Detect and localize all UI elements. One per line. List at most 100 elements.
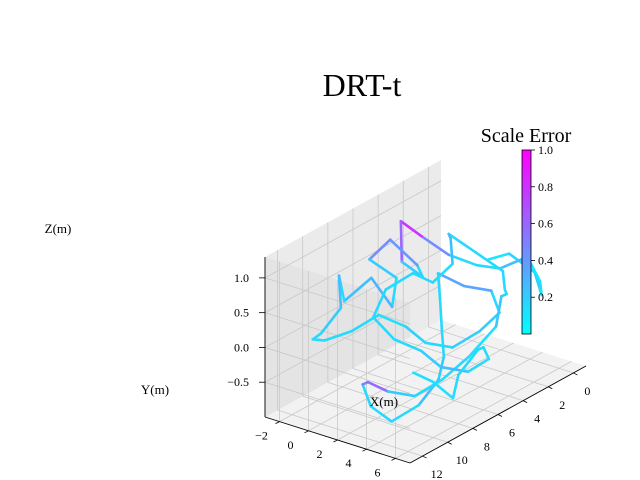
trajectory-segment bbox=[457, 348, 480, 377]
trajectory-segment bbox=[482, 345, 491, 361]
trajectory-segment bbox=[369, 405, 393, 423]
trajectory-segment bbox=[420, 234, 451, 257]
x-tick-mark bbox=[472, 427, 478, 431]
colorbar bbox=[521, 149, 532, 335]
trajectory-segment bbox=[501, 269, 507, 291]
colorbar-tick-label: 0.2 bbox=[538, 290, 553, 304]
trajectory-segment bbox=[415, 263, 424, 279]
trajectory-segment bbox=[413, 378, 444, 398]
trajectory-segment bbox=[424, 341, 454, 349]
trajectory-segment bbox=[342, 276, 373, 303]
x-axis-label: X(m) bbox=[370, 394, 398, 409]
trajectory-segment bbox=[538, 280, 543, 297]
trajectory-segment bbox=[371, 315, 396, 341]
trajectory-segment bbox=[412, 371, 435, 384]
grid-line bbox=[395, 361, 572, 459]
grid-line bbox=[264, 215, 442, 314]
y-tick-label: −2 bbox=[255, 429, 268, 443]
grid-line bbox=[264, 381, 411, 429]
x-tick-label: 4 bbox=[534, 412, 540, 426]
trajectory-segment bbox=[478, 311, 501, 333]
x-tick-label: 2 bbox=[559, 398, 565, 412]
grid-lines bbox=[264, 166, 574, 459]
trajectory-segment bbox=[390, 403, 421, 423]
z-tick-label: 1.0 bbox=[234, 271, 249, 285]
x-tick-mark bbox=[522, 400, 528, 404]
trajectory-segment bbox=[399, 219, 423, 238]
x-tick-mark bbox=[422, 455, 427, 459]
trajectory-segment bbox=[319, 306, 343, 335]
trajectory-segment bbox=[447, 253, 479, 267]
trajectory-segment bbox=[438, 297, 444, 333]
grid-line bbox=[264, 250, 442, 348]
trajectory-segment bbox=[323, 329, 353, 342]
x-tick-label: 10 bbox=[456, 453, 468, 467]
x-tick-label: 0 bbox=[584, 384, 590, 398]
x-tick-mark bbox=[548, 386, 553, 390]
trajectory-segment bbox=[447, 232, 478, 254]
x-tick-label: 6 bbox=[509, 426, 515, 440]
trajectory-segment bbox=[449, 237, 454, 266]
trajectory-segment bbox=[494, 295, 503, 328]
y-tick-label: 6 bbox=[375, 465, 381, 479]
y-tick-mark bbox=[362, 448, 367, 452]
trajectory-segment bbox=[377, 313, 407, 328]
y-tick-mark bbox=[275, 421, 280, 424]
trajectory-segment bbox=[400, 260, 424, 279]
y-axis-label: Y(m) bbox=[141, 382, 169, 397]
colorbar-tick-label: 0.8 bbox=[538, 180, 553, 194]
trajectory-segment bbox=[368, 238, 392, 261]
grid-line bbox=[264, 284, 442, 383]
trajectory-segment bbox=[337, 274, 343, 310]
x-tick-label: 8 bbox=[484, 439, 490, 453]
trajectory-segment bbox=[368, 258, 398, 280]
x-tick-mark bbox=[573, 372, 578, 376]
trajectory-segment bbox=[392, 337, 423, 353]
colorbar-ticks: 1.0 0.8 0.6 0.4 0.2 bbox=[531, 143, 553, 304]
y-tick-mark bbox=[333, 439, 338, 443]
trajectory-segment bbox=[466, 357, 491, 374]
colorbar-tick-label: 1.0 bbox=[538, 143, 553, 157]
y-tick-label: 0 bbox=[288, 438, 294, 452]
x-tick-mark bbox=[497, 414, 503, 417]
trajectory-segment bbox=[366, 380, 390, 393]
z-tick-label: 0.5 bbox=[234, 306, 249, 320]
trajectory-segment bbox=[487, 252, 511, 261]
z-tick-label: 0.0 bbox=[234, 340, 249, 354]
trajectory-segment bbox=[439, 365, 470, 374]
grid-line bbox=[264, 347, 411, 394]
trajectory-segment bbox=[440, 355, 471, 382]
trajectory-segment bbox=[311, 337, 326, 342]
trajectory-segment bbox=[451, 373, 460, 400]
trajectory-segment bbox=[467, 325, 498, 358]
trajectory-segment bbox=[386, 390, 417, 398]
trajectory-segment bbox=[361, 383, 373, 408]
trajectory-segment bbox=[371, 288, 388, 319]
trajectory-segment bbox=[436, 271, 466, 288]
trajectory-segment bbox=[431, 380, 455, 400]
tick-labels: 0 2 4 6 8 10 12 −2 0 2 4 6 1.0 0.5 0.0 −0.5 bbox=[227, 271, 590, 480]
grid-line bbox=[264, 180, 442, 279]
y-tick-label: 4 bbox=[346, 456, 352, 470]
trajectory-segment bbox=[451, 329, 481, 349]
y-tick-mark bbox=[304, 430, 309, 434]
grid-line bbox=[264, 277, 411, 325]
trajectory-segment bbox=[399, 219, 404, 264]
colorbar-title: Scale Error bbox=[481, 125, 572, 147]
colorbar-tick-label: 0.4 bbox=[538, 253, 553, 267]
trajectory-segment bbox=[440, 329, 446, 358]
trajectory-segment bbox=[498, 257, 524, 270]
trajectory-segment bbox=[419, 349, 443, 369]
trajectory-segment bbox=[431, 262, 454, 284]
chart-title: DRT-t bbox=[323, 67, 402, 103]
colorbar-tick-label: 0.6 bbox=[538, 217, 553, 231]
x-tick-label: 12 bbox=[431, 467, 443, 480]
trajectory-segment bbox=[474, 251, 505, 273]
z-tick-label: −0.5 bbox=[227, 375, 249, 389]
y-tick-label: 2 bbox=[317, 447, 323, 461]
trajectory-segment bbox=[411, 271, 435, 284]
x-tick-mark bbox=[447, 441, 452, 445]
y-tick-mark bbox=[391, 458, 396, 461]
trajectory-segment bbox=[462, 284, 493, 292]
